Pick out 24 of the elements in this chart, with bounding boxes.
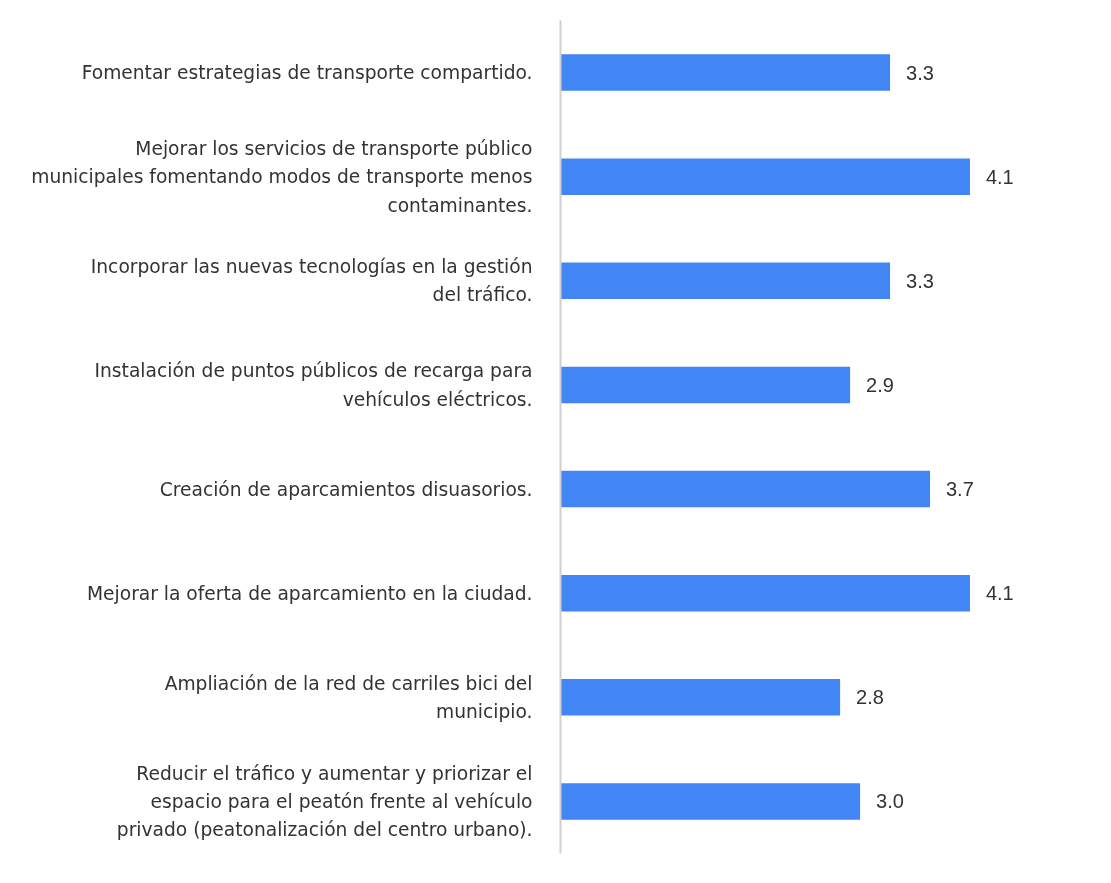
data-label: 2.9 xyxy=(866,373,894,396)
data-label: 3.3 xyxy=(906,61,934,84)
y-tick-label: Instalación de puntos públicos de recarga para vehículos eléctricos. xyxy=(94,360,533,410)
bar xyxy=(560,679,841,716)
y-tick-label: Incorporar las nuevas tecnologías en la gestión del tráfico. xyxy=(90,256,533,306)
bar xyxy=(560,262,891,300)
y-tick-label: Mejorar la oferta de aparcamiento en la ciudad. xyxy=(86,582,533,604)
bar xyxy=(560,158,970,195)
bar xyxy=(560,470,930,508)
bar xyxy=(560,574,970,612)
data-label: 4.1 xyxy=(985,582,1014,605)
bar xyxy=(560,366,851,404)
y-tick-label: Creación de aparcamientos disuasorios. xyxy=(159,478,533,500)
bar xyxy=(560,783,861,820)
data-label: 3.7 xyxy=(946,478,974,501)
data-label: 3.3 xyxy=(906,269,934,292)
y-tick-label: Fomentar estrategias de transporte compartido. xyxy=(81,62,533,84)
y-tick-label: Mejorar los servicios de transporte público municipales fomentando modos de transporte menos contaminantes. xyxy=(31,137,533,216)
data-label: 4.1 xyxy=(985,165,1014,188)
data-label: 3.0 xyxy=(876,790,904,813)
bar xyxy=(560,54,891,91)
y-tick-label: Ampliación de la red de carriles bici del municipio. xyxy=(164,672,533,722)
y-tick-label: Reducir el tráfico y aumentar y priorizar el espacio para el peatón frente al vehículo privado (peatonalización del centro urbano). xyxy=(116,762,533,841)
data-label: 2.8 xyxy=(856,686,884,709)
